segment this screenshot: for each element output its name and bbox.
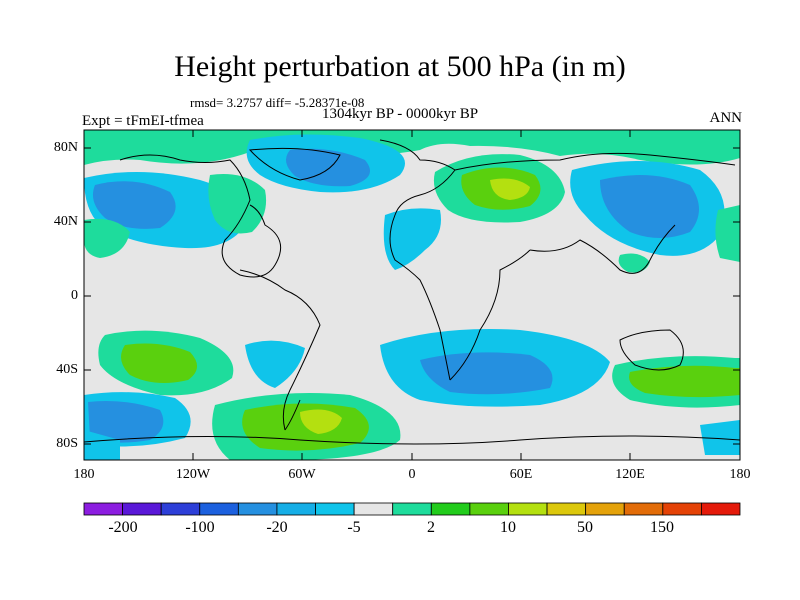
- lon-label-120w: 120W: [175, 467, 211, 482]
- colorbar-swatch: [623, 502, 664, 516]
- colorbar-label: -5: [347, 519, 361, 536]
- colorbar-label: 10: [500, 519, 516, 536]
- map-title: Height perturbation at 500 hPa (in m): [174, 50, 626, 83]
- colorbar-swatch: [199, 502, 239, 516]
- contour-blue: [420, 352, 553, 395]
- colorbar-swatch: [122, 502, 162, 516]
- experiment-label: Expt = tFmEI-tfmea: [82, 113, 204, 129]
- contour-light-blue: [245, 340, 305, 388]
- colorbar-swatch: [662, 502, 702, 516]
- colorbar-swatch: [585, 502, 625, 516]
- contour-teal: [208, 174, 267, 234]
- contour-teal: [84, 130, 740, 165]
- colorbar-label: 50: [577, 519, 593, 536]
- lat-label-80n: 80N: [53, 140, 78, 155]
- coastlines: [84, 139, 740, 445]
- contour-light-blue: [383, 208, 441, 270]
- contour-light-blue: [84, 430, 120, 460]
- contour-blue: [92, 181, 176, 229]
- lon-label-180w: 180: [73, 467, 95, 482]
- colorbar-swatch: [469, 502, 509, 516]
- contour-blue: [600, 175, 699, 238]
- contour-teal: [715, 205, 740, 262]
- colorbar-label: -200: [108, 519, 138, 536]
- axis-ticks: [83, 130, 741, 460]
- contour-yellow-green: [490, 178, 530, 200]
- colorbar-label: 2: [427, 519, 435, 536]
- colorbar-swatch: [276, 502, 316, 516]
- lat-label-0: 0: [71, 288, 78, 303]
- lat-label-40s: 40S: [56, 362, 78, 377]
- lat-label-80s: 80S: [56, 436, 78, 451]
- contour-blue: [286, 148, 370, 187]
- contour-green: [242, 403, 369, 451]
- contour-blue: [88, 401, 164, 443]
- lat-label-40n: 40N: [53, 214, 78, 229]
- period-text: 1304kyr BP - 0000kyr BP: [322, 106, 479, 122]
- colorbar-swatch: [546, 502, 587, 516]
- colorbar-swatch: [508, 502, 548, 516]
- colorbar-swatch: [160, 502, 201, 516]
- contour-teal: [618, 253, 650, 273]
- colorbar-swatch: [315, 502, 355, 516]
- stats-text: rmsd= 3.2757 diff= -5.28371e-08: [190, 95, 365, 110]
- lon-label-60w: 60W: [288, 467, 316, 482]
- contour-light-blue: [700, 420, 740, 455]
- lon-label-180e: 180: [729, 467, 751, 482]
- contour-teal: [84, 218, 130, 258]
- lon-label-120e: 120E: [615, 467, 645, 482]
- colorbar-swatch: [237, 502, 278, 516]
- contour-field: [84, 130, 740, 460]
- colorbar-label: -20: [266, 519, 288, 536]
- lon-label-60e: 60E: [509, 467, 533, 482]
- colorbar: [83, 502, 741, 516]
- colorbar-swatch: [392, 502, 432, 516]
- contour-green: [629, 365, 740, 398]
- colorbar-swatch: [353, 502, 394, 516]
- contour-yellow-green: [300, 409, 342, 434]
- colorbar-label: 150: [650, 519, 674, 536]
- colorbar-swatch: [83, 502, 123, 516]
- colorbar-swatch: [430, 502, 471, 516]
- season-label: ANN: [709, 110, 743, 126]
- colorbar-swatch: [701, 502, 741, 516]
- contour-green: [121, 343, 198, 384]
- lon-label-0: 0: [408, 467, 416, 482]
- colorbar-label: -100: [185, 519, 215, 536]
